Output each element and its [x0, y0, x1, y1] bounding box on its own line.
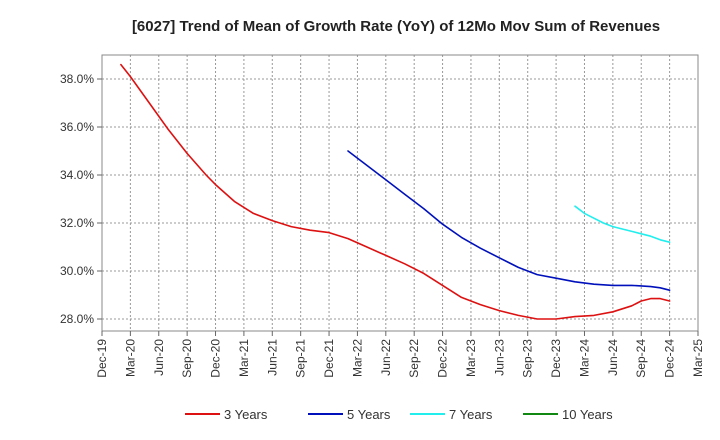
x-tick-label: Dec-19	[95, 339, 109, 378]
x-tick-label: Sep-21	[294, 339, 308, 378]
y-tick-label: 36.0%	[60, 120, 94, 134]
x-tick-label: Jun-20	[152, 339, 166, 376]
x-tick-label: Jun-23	[492, 339, 506, 376]
plot-frame	[101, 54, 699, 332]
legend-label-7-years: 7 Years	[449, 407, 493, 422]
grid	[101, 55, 699, 331]
y-tick-label: 32.0%	[60, 216, 94, 230]
x-tick-label: Dec-23	[549, 339, 563, 378]
x-tick-label: Sep-24	[634, 339, 648, 378]
x-tick-label: Dec-22	[436, 339, 450, 378]
x-tick-label: Sep-22	[407, 339, 421, 378]
chart-title: [6027] Trend of Mean of Growth Rate (YoY…	[132, 18, 660, 35]
legend-label-10-years: 10 Years	[562, 407, 613, 422]
series-line-5-years	[347, 150, 671, 292]
x-tick-label: Mar-21	[237, 339, 251, 377]
series-lines	[120, 63, 671, 320]
y-tick-label: 28.0%	[60, 312, 94, 326]
series-line-3-years	[120, 63, 671, 320]
x-tick-label: Mar-20	[123, 339, 137, 377]
y-tick-label: 38.0%	[60, 72, 94, 86]
x-tick-label: Jun-21	[265, 339, 279, 376]
legend-label-3-years: 3 Years	[224, 407, 268, 422]
x-tick-label: Mar-25	[691, 339, 705, 377]
x-axis: Dec-19 Mar-20 Jun-20 Sep-20 Dec-20 Mar-21 Jun-…	[95, 331, 705, 378]
x-tick-label: Mar-22	[350, 339, 364, 377]
y-axis: 28.0% 30.0% 32.0% 34.0% 36.0% 38.0%	[60, 72, 102, 326]
x-tick-label: Dec-20	[209, 339, 223, 378]
x-tick-label: Mar-24	[577, 339, 591, 377]
x-tick-label: Jun-22	[379, 339, 393, 376]
x-tick-label: Sep-23	[521, 339, 535, 378]
x-tick-label: Mar-23	[464, 339, 478, 377]
legend: 3 Years 5 Years 7 Years 10 Years	[185, 407, 613, 422]
legend-label-5-years: 5 Years	[347, 407, 391, 422]
x-tick-label: Dec-24	[663, 339, 677, 378]
x-tick-label: Jun-24	[606, 339, 620, 376]
y-tick-label: 30.0%	[60, 264, 94, 278]
x-tick-label: Dec-21	[322, 339, 336, 378]
series-line-7-years	[574, 205, 671, 243]
x-tick-label: Sep-20	[180, 339, 194, 378]
y-tick-label: 34.0%	[60, 168, 94, 182]
